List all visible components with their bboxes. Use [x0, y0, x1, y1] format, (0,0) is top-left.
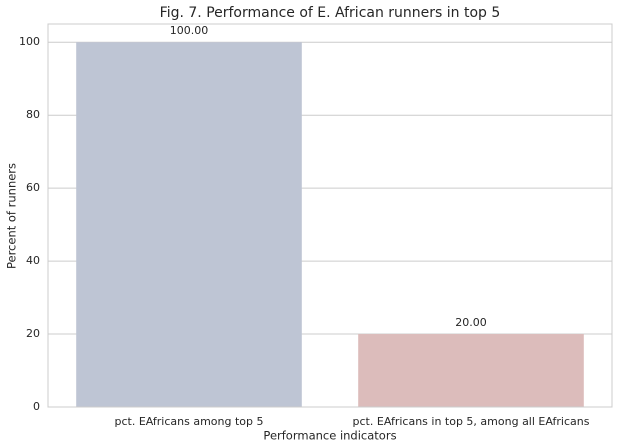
- y-tick-label: 20: [26, 327, 40, 340]
- value-label: 100.00: [170, 24, 209, 37]
- y-tick-label: 80: [26, 108, 40, 121]
- y-tick-label: 40: [26, 254, 40, 267]
- y-tick-label: 100: [19, 35, 40, 48]
- chart-title: Fig. 7. Performance of E. African runner…: [160, 5, 501, 21]
- plot-frame: [47, 23, 613, 408]
- y-axis-label: Percent of runners: [5, 163, 19, 269]
- x-tick-label: pct. EAfricans in top 5, among all EAfri…: [353, 415, 590, 428]
- x-tick-label: pct. EAfricans among top 5: [114, 415, 263, 428]
- y-tick-label: 0: [33, 400, 40, 413]
- bar: [76, 42, 302, 407]
- x-axis-label: Performance indicators: [263, 429, 396, 443]
- bar: [358, 334, 584, 407]
- y-tick-label: 60: [26, 181, 40, 194]
- value-label: 20.00: [455, 316, 487, 329]
